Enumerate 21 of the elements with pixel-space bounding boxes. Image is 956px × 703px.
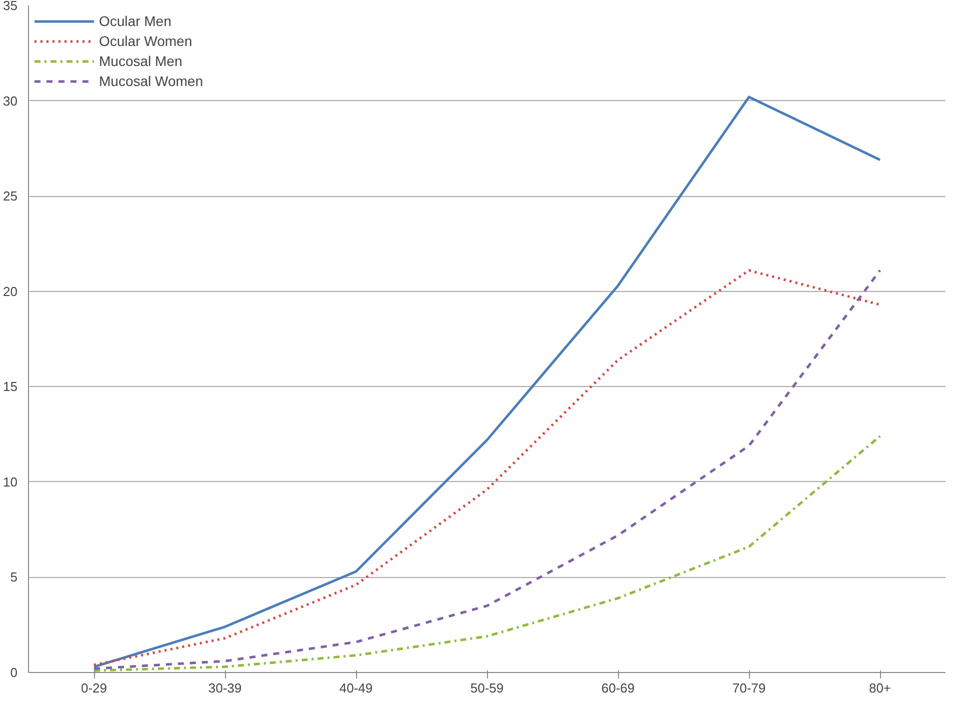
y-tick-label: 15	[3, 379, 18, 394]
legend-label: Ocular Women	[99, 33, 192, 49]
y-tick-label: 0	[10, 665, 18, 680]
line-series	[92, 96, 882, 668]
y-tick-label: 20	[3, 284, 18, 299]
x-tick-label: 0-29	[80, 680, 108, 696]
y-tick-label: 10	[3, 474, 18, 490]
x-tick-label: 60-69	[601, 680, 635, 696]
legend-label: Mucosal Women	[99, 73, 204, 89]
legend-label: Ocular Men	[99, 13, 172, 29]
x-tick-label: 50-59	[470, 680, 504, 696]
x-tick-label: 30-39	[208, 680, 242, 696]
legend-label: Mucosal Men	[99, 53, 182, 69]
line-series	[92, 434, 882, 672]
y-tick-label: 5	[10, 570, 18, 585]
x-tick-label: 70-79	[732, 680, 766, 696]
y-tick-label: 35	[3, 0, 18, 13]
x-tick-label: 80+	[868, 680, 892, 696]
y-tick-label: 25	[3, 188, 18, 204]
y-tick-label: 30	[3, 93, 18, 108]
x-tick-label: 40-49	[339, 680, 373, 696]
